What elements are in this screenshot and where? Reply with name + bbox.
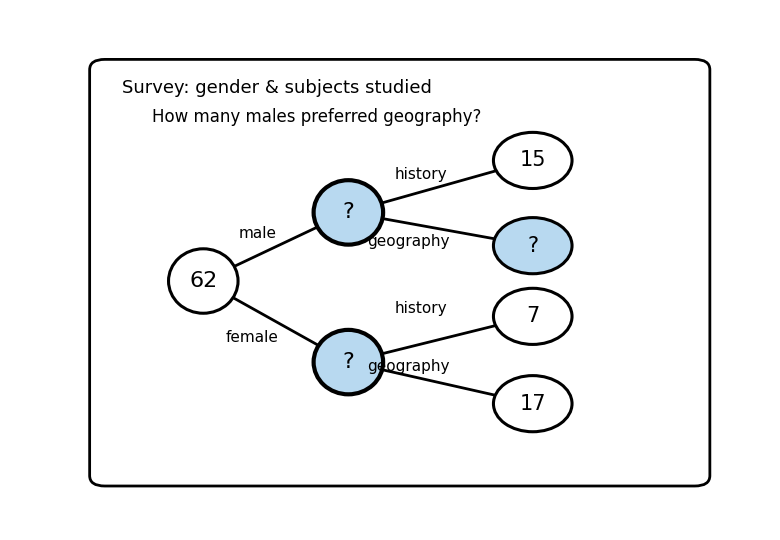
Text: 62: 62 (190, 271, 218, 291)
Text: male: male (239, 226, 277, 241)
Text: geography: geography (367, 234, 450, 249)
Text: 17: 17 (519, 394, 546, 414)
Text: 15: 15 (519, 151, 546, 171)
Text: geography: geography (367, 359, 450, 374)
Text: 7: 7 (526, 306, 539, 326)
Ellipse shape (494, 376, 572, 432)
Ellipse shape (494, 132, 572, 188)
Text: Survey: gender & subjects studied: Survey: gender & subjects studied (122, 79, 431, 97)
Text: history: history (395, 301, 447, 315)
Ellipse shape (314, 330, 383, 394)
FancyBboxPatch shape (90, 59, 710, 486)
Text: history: history (395, 167, 447, 183)
Text: ?: ? (342, 352, 354, 372)
Ellipse shape (494, 218, 572, 274)
Text: female: female (225, 329, 278, 345)
Ellipse shape (168, 249, 238, 313)
Ellipse shape (314, 180, 383, 245)
Text: ?: ? (527, 235, 538, 255)
Text: How many males preferred geography?: How many males preferred geography? (152, 109, 481, 126)
Ellipse shape (494, 288, 572, 345)
Text: ?: ? (342, 202, 354, 222)
